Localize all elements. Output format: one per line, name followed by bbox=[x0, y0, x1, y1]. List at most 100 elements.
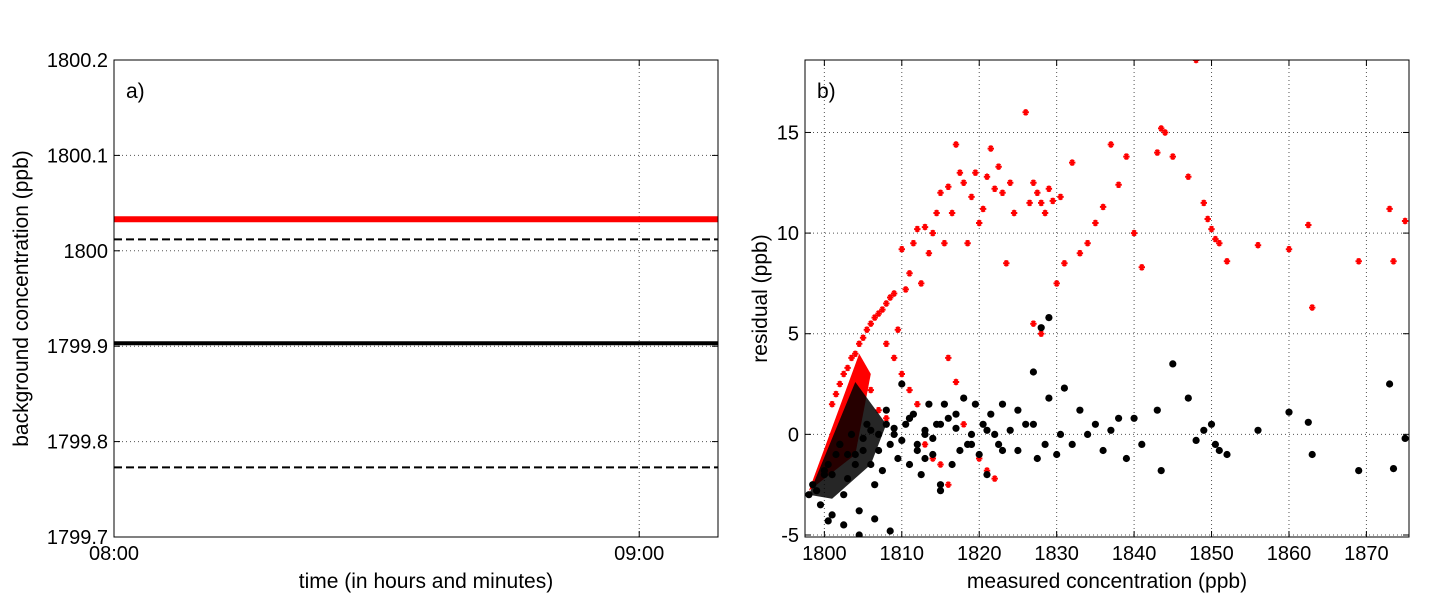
panel-a-y-tick-label: 1800.2 bbox=[47, 50, 108, 72]
panel-b-black-point bbox=[1285, 408, 1293, 416]
panel-b-black-point bbox=[875, 430, 883, 438]
panel-b-black-point bbox=[987, 410, 995, 418]
panel-b-black-point bbox=[967, 440, 976, 448]
panel-b-black-point bbox=[1304, 418, 1312, 426]
panel-b-black-point bbox=[859, 434, 867, 442]
panel-b-red-point bbox=[952, 141, 960, 148]
panel-b-red-point bbox=[1401, 217, 1409, 225]
panel-b-red-point bbox=[999, 189, 1006, 197]
panel-b-black-point bbox=[1122, 454, 1130, 463]
panel-a-y-tick-label: 1799.9 bbox=[47, 336, 108, 358]
panel-b-black-point bbox=[952, 410, 960, 418]
panel-b-y-tick-label: 5 bbox=[788, 324, 799, 346]
panel-b-axes-frame bbox=[804, 59, 1410, 538]
panel-b-black-point bbox=[905, 414, 914, 422]
panel-b-black-point bbox=[1056, 430, 1065, 438]
panel-b-black-point bbox=[816, 501, 825, 509]
panel-b-red-point bbox=[856, 340, 863, 348]
panel-b-red-point bbox=[945, 183, 952, 191]
panel-b-points-layer bbox=[805, 60, 1409, 537]
panel-b-x-tick-label: 1870 bbox=[1344, 543, 1389, 565]
panel-b-black-point bbox=[1184, 394, 1192, 402]
panel-b-red-point bbox=[859, 334, 867, 342]
panel-b-red-point bbox=[902, 286, 909, 293]
panel-a-plot-area bbox=[114, 60, 718, 537]
panel-b-red-point bbox=[1038, 199, 1045, 207]
panel-b-red-point bbox=[1030, 320, 1037, 327]
panel-b-black-point bbox=[991, 430, 999, 438]
panel-b-black-point bbox=[983, 426, 991, 434]
panel-b-red-point bbox=[983, 173, 991, 181]
panel-b-red-point bbox=[1216, 239, 1223, 247]
panel-b-black-point bbox=[1006, 426, 1014, 434]
panel-b-black-point bbox=[995, 440, 1003, 448]
panel-b-red-point bbox=[991, 475, 998, 482]
panel-b-red-point bbox=[871, 314, 878, 321]
panel-b-black-point bbox=[1130, 414, 1138, 422]
panel-b-x-axis-label: measured concentration (ppb) bbox=[967, 570, 1247, 593]
panel-b-black-point bbox=[828, 511, 836, 519]
panel-b-red-point bbox=[1076, 249, 1084, 257]
panel-b-red-point bbox=[832, 390, 840, 398]
panel-b-black-point bbox=[871, 515, 879, 523]
panel-b-plot-area bbox=[805, 60, 1409, 537]
panel-b-red-point bbox=[894, 326, 902, 333]
panel-b-red-point bbox=[906, 386, 913, 394]
panel-b-black-point bbox=[917, 471, 925, 479]
panel-b-red-point bbox=[1026, 199, 1033, 207]
panel-b-red-point bbox=[1285, 245, 1293, 253]
panel-b-red-point bbox=[867, 386, 874, 394]
panel-b-black-point bbox=[979, 420, 987, 428]
panel-b-red-point bbox=[995, 163, 1002, 170]
panel-b-black-point bbox=[1207, 420, 1216, 428]
panel-b-red-point bbox=[1003, 259, 1010, 267]
panel-a-x-tick-label: 09:00 bbox=[614, 543, 664, 565]
panel-b-red-point bbox=[1169, 153, 1176, 160]
panel-b-black-point bbox=[967, 430, 976, 438]
panel-b-red-point bbox=[1034, 189, 1041, 197]
panel-b-y-axis-label: residual (ppb) bbox=[749, 234, 772, 362]
panel-b-red-point bbox=[883, 300, 890, 307]
panel-a-axes-frame bbox=[113, 59, 719, 538]
panel-a-x-axis-label: time (in hours and minutes) bbox=[299, 570, 553, 593]
panel-b-black-point bbox=[913, 440, 921, 448]
panel-b-red-point bbox=[1138, 264, 1145, 271]
panel-b-red-point bbox=[890, 290, 898, 297]
panel-b-black-point bbox=[1099, 446, 1107, 455]
panel-b-red-point bbox=[937, 461, 944, 468]
panel-b-black-point bbox=[1386, 380, 1394, 388]
panel-b-red-point bbox=[1041, 209, 1049, 217]
panel-b-x-tick-label: 1800 bbox=[802, 543, 847, 565]
panel-b-red-point bbox=[840, 370, 847, 378]
panel-b-red-point bbox=[914, 225, 921, 233]
panel-b-black-point bbox=[921, 454, 929, 463]
panel-b-black-point bbox=[1076, 406, 1084, 414]
panel-b-black-point bbox=[844, 475, 852, 483]
panel-b-red-point bbox=[1115, 181, 1122, 189]
panel-b-black-point bbox=[913, 446, 921, 455]
panel-b-black-point bbox=[960, 394, 968, 402]
panel-b-red-point bbox=[852, 350, 859, 358]
panel-b-red-point bbox=[1007, 179, 1014, 187]
panel-b-black-point bbox=[983, 471, 991, 479]
panel-b-red-point bbox=[979, 205, 987, 213]
panel-b-residual-scatter-chart: -5 0 5 10 15 1800 1810 1820 1830 1840 1850 1860 1870… bbox=[749, 59, 1410, 593]
panel-b-red-point bbox=[1390, 257, 1397, 265]
panel-b-red-point bbox=[929, 229, 936, 237]
panel-b-red-point bbox=[1107, 141, 1115, 148]
panel-b-y-tick-label: 10 bbox=[777, 223, 799, 245]
panel-b-red-point bbox=[976, 219, 983, 227]
panel-b-black-point bbox=[948, 460, 956, 469]
panel-b-red-point bbox=[1022, 109, 1029, 116]
panel-a-y-tick-label: 1800.1 bbox=[47, 145, 108, 167]
panel-b-black-point bbox=[1041, 440, 1049, 448]
panel-b-red-point bbox=[921, 223, 929, 231]
panel-b-red-point bbox=[1161, 129, 1169, 136]
panel-b-black-point bbox=[840, 521, 848, 529]
panel-b-black-point bbox=[867, 460, 875, 469]
panel-b-black-point bbox=[940, 400, 949, 408]
panel-b-red-point bbox=[945, 354, 952, 362]
panel-a-time-series-chart: 1799.7 1799.8 1799.9 1800 1800.1 1800.2 08:00 0… bbox=[10, 50, 719, 593]
panel-b-red-point bbox=[1204, 215, 1211, 223]
